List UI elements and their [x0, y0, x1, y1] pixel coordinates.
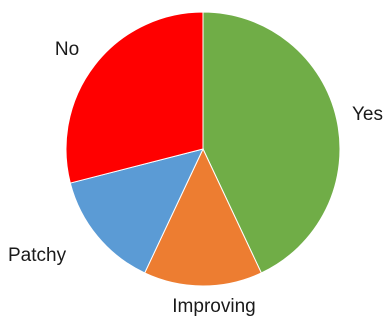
pie-slice-no: [65, 11, 204, 184]
pie-slice-improving: [144, 147, 262, 287]
pie-slice-patchy: [69, 148, 204, 274]
slice-labels: Yes Improving Patchy No: [8, 39, 383, 317]
slice-label-patchy: Patchy: [8, 245, 67, 266]
pie-slices: [65, 11, 341, 287]
slice-label-yes: Yes: [352, 104, 383, 125]
slice-label-no: No: [55, 39, 79, 60]
pie-slice-yes: [202, 11, 341, 274]
slice-label-improving: Improving: [172, 296, 255, 317]
